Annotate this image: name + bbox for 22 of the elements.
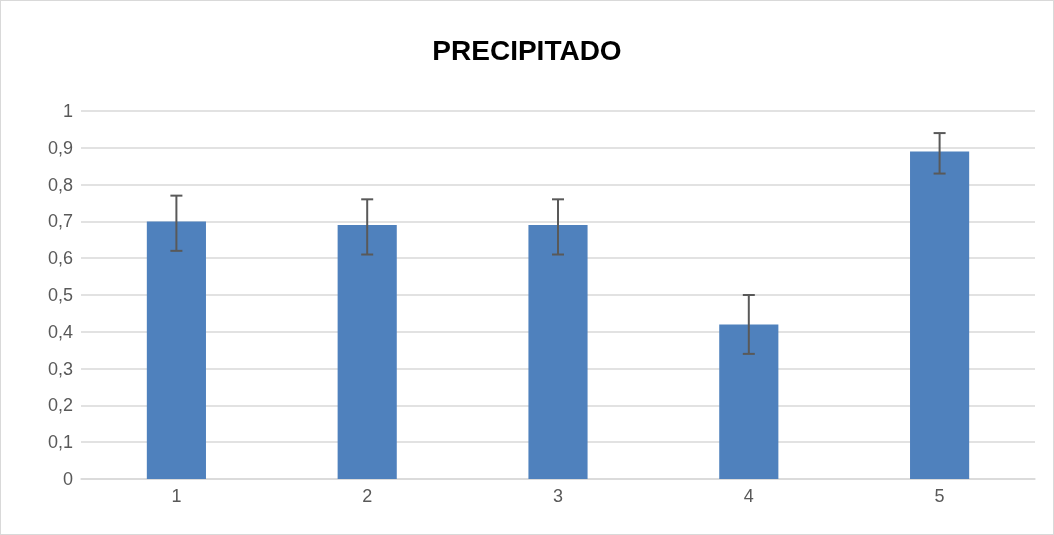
y-tick-label: 1 — [62, 101, 73, 121]
y-tick-label: 0,4 — [47, 321, 73, 342]
y-tick-label: 0,2 — [47, 395, 73, 416]
y-tick-label: 0,6 — [47, 248, 73, 269]
bar — [337, 225, 397, 479]
x-tick-label: 2 — [362, 486, 373, 506]
y-tick-label: 0,9 — [47, 137, 73, 158]
y-tick-label: 0,8 — [47, 174, 73, 195]
bar — [910, 151, 970, 479]
bar — [528, 225, 588, 479]
y-tick-label: 0 — [62, 469, 73, 489]
bar — [146, 221, 206, 479]
y-tick-label: 0,3 — [47, 358, 73, 379]
chart-title: PRECIPITADO — [432, 34, 622, 66]
x-tick-label: 1 — [171, 486, 182, 506]
y-tick-label: 0,5 — [47, 285, 73, 305]
y-tick-label: 0,1 — [47, 432, 73, 453]
x-tick-label: 5 — [934, 486, 945, 506]
bar — [719, 324, 779, 479]
x-tick-label: 4 — [743, 486, 754, 506]
x-tick-label: 3 — [552, 486, 564, 506]
y-tick-label: 0,7 — [47, 211, 73, 232]
